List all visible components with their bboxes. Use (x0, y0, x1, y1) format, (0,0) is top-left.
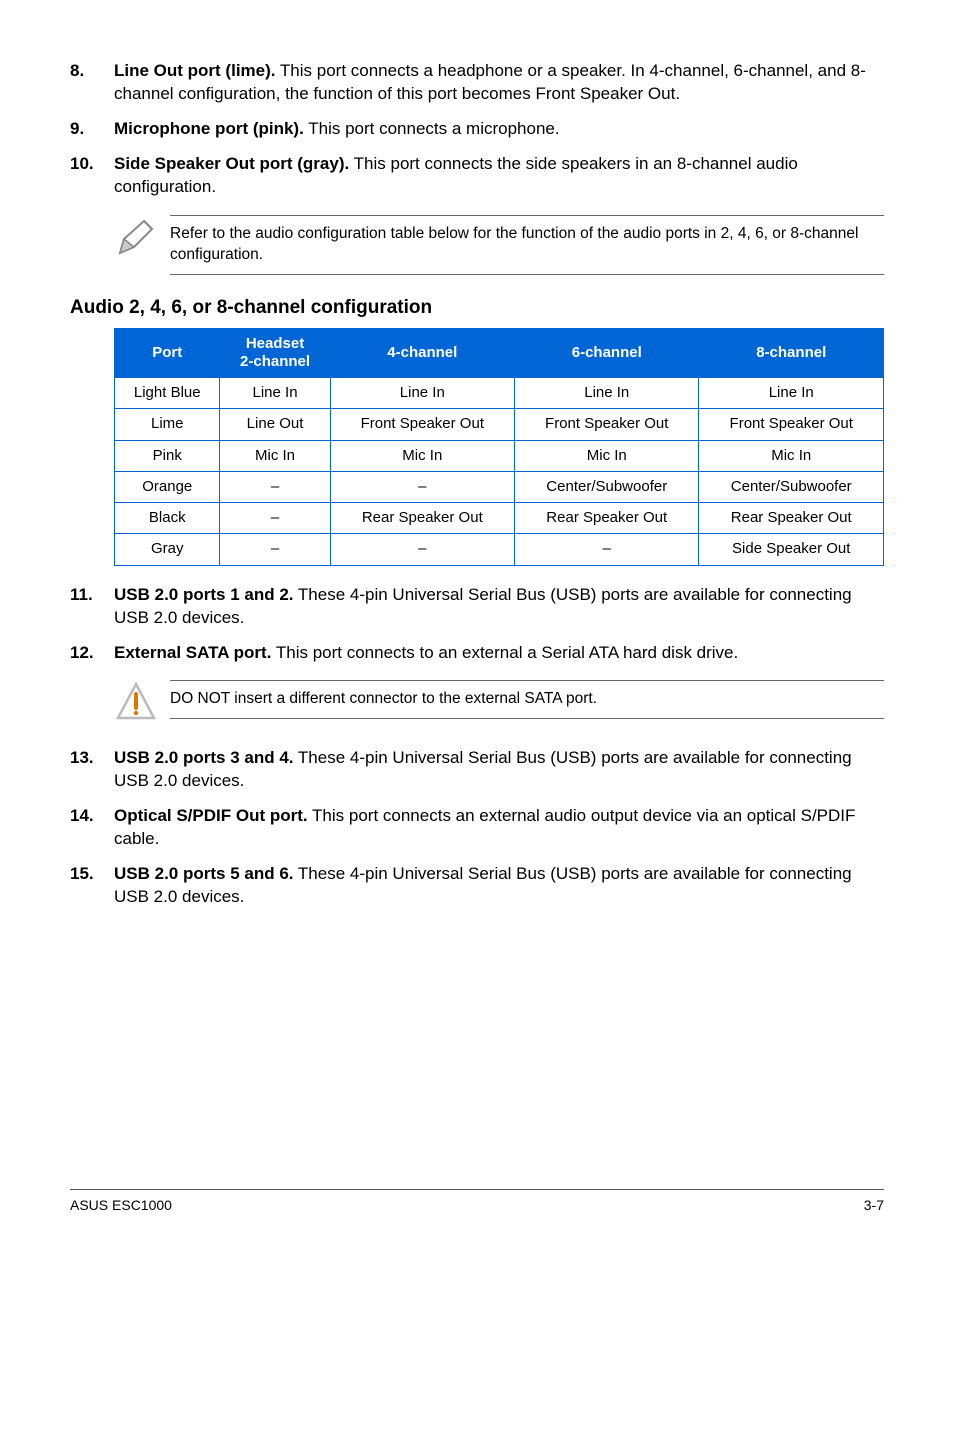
table-row: PinkMic InMic InMic InMic In (115, 440, 884, 471)
item-content: USB 2.0 ports 1 and 2. These 4-pin Unive… (114, 584, 884, 630)
item-number: 11. (70, 584, 114, 630)
item-title: Side Speaker Out port (gray). (114, 154, 349, 173)
table-body: Light BlueLine InLine InLine InLine In L… (115, 378, 884, 566)
item-number: 12. (70, 642, 114, 665)
item-number: 8. (70, 60, 114, 106)
item-title: USB 2.0 ports 5 and 6. (114, 864, 294, 883)
item-number: 13. (70, 747, 114, 793)
table-row: Light BlueLine InLine InLine InLine In (115, 378, 884, 409)
item-number: 10. (70, 153, 114, 199)
list-item: 10. Side Speaker Out port (gray). This p… (70, 153, 884, 199)
item-content: Optical S/PDIF Out port. This port conne… (114, 805, 884, 851)
numbered-list-3: 13. USB 2.0 ports 3 and 4. These 4-pin U… (70, 747, 884, 909)
item-number: 9. (70, 118, 114, 141)
list-item: 15. USB 2.0 ports 5 and 6. These 4-pin U… (70, 863, 884, 909)
table-row: Orange––Center/SubwooferCenter/Subwoofer (115, 471, 884, 502)
table-header: 6-channel (515, 329, 699, 378)
list-item: 14. Optical S/PDIF Out port. This port c… (70, 805, 884, 851)
item-content: USB 2.0 ports 5 and 6. These 4-pin Unive… (114, 863, 884, 909)
audio-config-table: Port Headset 2-channel 4-channel 6-chann… (114, 328, 884, 566)
footer-right: 3-7 (864, 1196, 884, 1215)
item-body: This port connects to an external a Seri… (271, 643, 738, 662)
note-sata-warning: DO NOT insert a different connector to t… (114, 680, 884, 731)
item-content: Line Out port (lime). This port connects… (114, 60, 884, 106)
footer-left: ASUS ESC1000 (70, 1196, 172, 1215)
page-footer: ASUS ESC1000 3-7 (70, 1189, 884, 1215)
note-audio-config: Refer to the audio configuration table b… (114, 215, 884, 275)
note-text: DO NOT insert a different connector to t… (170, 680, 884, 719)
section-title: Audio 2, 4, 6, or 8-channel configuratio… (70, 295, 884, 321)
table-header: 8-channel (699, 329, 884, 378)
list-item: 12. External SATA port. This port connec… (70, 642, 884, 665)
table-header: Port (115, 329, 220, 378)
item-content: USB 2.0 ports 3 and 4. These 4-pin Unive… (114, 747, 884, 793)
pencil-icon (114, 215, 170, 266)
table-header: 4-channel (330, 329, 514, 378)
table-header: Headset 2-channel (220, 329, 330, 378)
list-item: 9. Microphone port (pink). This port con… (70, 118, 884, 141)
item-title: USB 2.0 ports 3 and 4. (114, 748, 294, 767)
item-title: Line Out port (lime). (114, 61, 276, 80)
numbered-list: 8. Line Out port (lime). This port conne… (70, 60, 884, 199)
item-title: External SATA port. (114, 643, 271, 662)
item-number: 15. (70, 863, 114, 909)
table-row: LimeLine OutFront Speaker OutFront Speak… (115, 409, 884, 440)
list-item: 13. USB 2.0 ports 3 and 4. These 4-pin U… (70, 747, 884, 793)
table-row: Black–Rear Speaker OutRear Speaker OutRe… (115, 503, 884, 534)
item-content: Side Speaker Out port (gray). This port … (114, 153, 884, 199)
numbered-list-2: 11. USB 2.0 ports 1 and 2. These 4-pin U… (70, 584, 884, 665)
item-title: Optical S/PDIF Out port. (114, 806, 308, 825)
list-item: 8. Line Out port (lime). This port conne… (70, 60, 884, 106)
item-content: Microphone port (pink). This port connec… (114, 118, 884, 141)
item-title: USB 2.0 ports 1 and 2. (114, 585, 294, 604)
item-content: External SATA port. This port connects t… (114, 642, 884, 665)
item-title: Microphone port (pink). (114, 119, 304, 138)
list-item: 11. USB 2.0 ports 1 and 2. These 4-pin U… (70, 584, 884, 630)
item-body: This port connects a microphone. (304, 119, 560, 138)
warning-icon (114, 680, 170, 731)
note-text: Refer to the audio configuration table b… (170, 215, 884, 275)
item-number: 14. (70, 805, 114, 851)
table-row: Gray–––Side Speaker Out (115, 534, 884, 565)
